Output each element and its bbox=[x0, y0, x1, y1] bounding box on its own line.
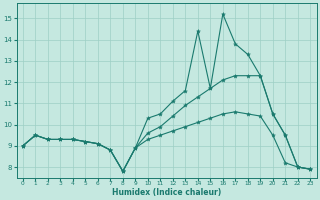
X-axis label: Humidex (Indice chaleur): Humidex (Indice chaleur) bbox=[112, 188, 221, 197]
